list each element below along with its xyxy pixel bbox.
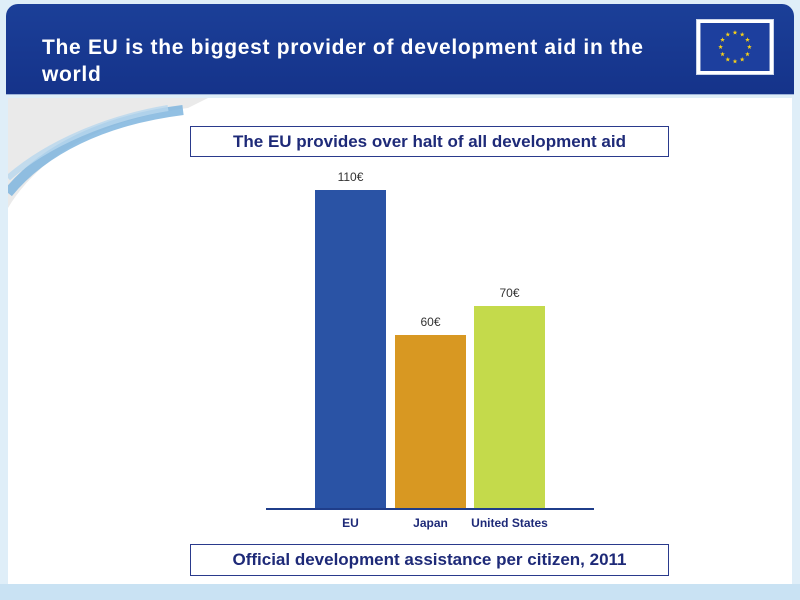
- chart-subtitle: The EU provides over halt of all develop…: [190, 126, 669, 157]
- x-tick-label: United States: [471, 516, 548, 530]
- flag-star: [745, 51, 750, 57]
- flag-star: [739, 56, 745, 62]
- flag-star: [725, 32, 731, 37]
- data-label: 110€: [338, 170, 364, 184]
- title-banner: [6, 4, 794, 94]
- x-tick-label: Japan: [413, 516, 448, 530]
- x-tick-label: EU: [342, 516, 359, 530]
- flag-star: [739, 32, 745, 37]
- flag-star: [720, 37, 725, 42]
- flag-star: [720, 51, 725, 57]
- flag-star: [732, 58, 738, 64]
- data-label: 60€: [420, 315, 440, 329]
- flag-star: [745, 37, 750, 42]
- flag-star: [725, 56, 731, 62]
- bottom-strip: [0, 584, 800, 600]
- flag-star: [718, 44, 723, 50]
- data-label: 70€: [499, 286, 519, 300]
- chart-footer: Official development assistance per citi…: [190, 544, 669, 576]
- bar-united-states: [474, 306, 545, 509]
- decorative-swoosh: [8, 98, 208, 208]
- flag-star: [732, 30, 738, 35]
- page-title: The EU is the biggest provider of develo…: [42, 36, 644, 86]
- flag-star: [747, 44, 752, 50]
- bar-eu: [315, 190, 386, 509]
- bar-japan: [395, 335, 466, 509]
- eu-flag-graphic: [700, 23, 770, 71]
- eu-flag-icon: [696, 19, 774, 75]
